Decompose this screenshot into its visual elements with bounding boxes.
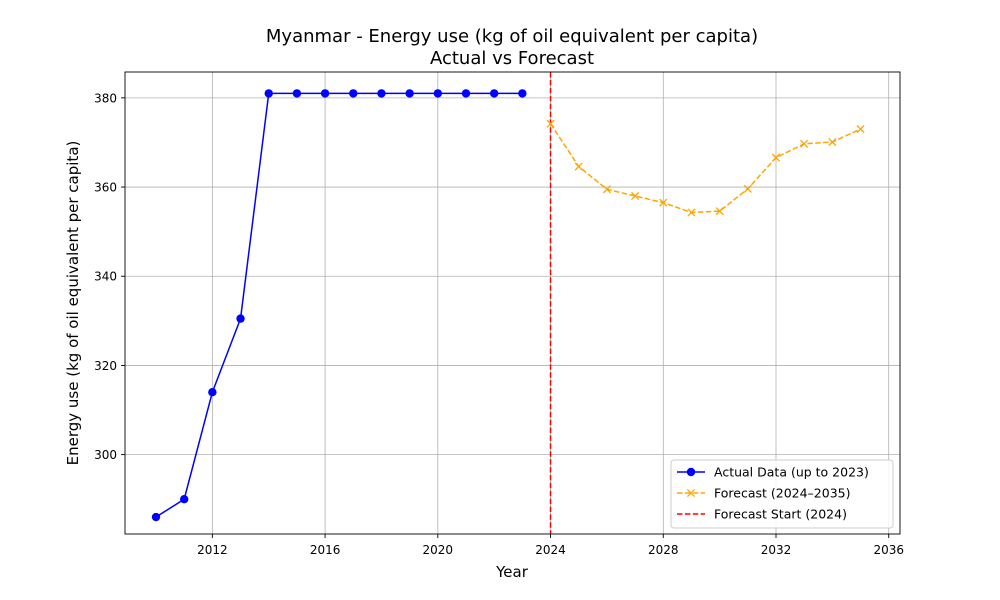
actual-data-point [236, 314, 245, 323]
x-tick-label: 2020 [423, 543, 454, 557]
y-tick-label: 360 [94, 181, 117, 195]
actual-data-point [264, 89, 273, 98]
forecast-data-point [659, 198, 668, 207]
x-tick-label: 2032 [761, 543, 792, 557]
x-tick-label: 2036 [873, 543, 904, 557]
legend-marker [686, 488, 696, 498]
forecast-data-point [856, 125, 865, 134]
legend: Actual Data (up to 2023) Forecast (2024–2… [670, 459, 894, 529]
y-tick-label: 300 [94, 448, 117, 462]
forecast-series-line [549, 123, 861, 214]
x-tick-label: 2016 [310, 543, 341, 557]
actual-data-point [489, 89, 499, 98]
y-axis-label: Energy use (kg of oil equivalent per cap… [64, 141, 82, 466]
forecast-data-point [800, 139, 809, 148]
actual-data-point [405, 89, 414, 98]
actual-data-point [151, 512, 161, 522]
x-axis-label: Year [495, 563, 529, 581]
x-tick-label: 2012 [197, 543, 228, 557]
forecast-data-point [546, 119, 555, 128]
forecast-data-point [631, 191, 640, 201]
chart-subtitle: Actual vs Forecast [430, 48, 594, 69]
plot-area [124, 71, 901, 535]
forecast-data-point [602, 185, 611, 194]
forecast-data-point [687, 208, 696, 217]
actual-data-point [377, 89, 386, 98]
actual-data-point [320, 89, 330, 98]
forecast-data-point [771, 153, 781, 162]
legend-label: Actual Data (up to 2023) [714, 465, 869, 480]
forecast-data-point [743, 184, 752, 193]
y-tick-label: 380 [94, 91, 117, 105]
grid-lines [125, 72, 900, 534]
plot-frame [124, 71, 901, 535]
actual-data-point [349, 89, 358, 98]
actual-series-line [155, 92, 523, 518]
actual-data-point [433, 89, 443, 98]
x-tick-label: 2024 [535, 543, 566, 557]
legend-box [670, 459, 894, 529]
actual-data-point [518, 89, 527, 98]
actual-data-point [179, 495, 189, 504]
legend-label: Forecast (2024–2035) [714, 486, 851, 501]
chart-title: Myanmar - Energy use (kg of oil equivale… [266, 26, 758, 47]
legend-label: Forecast Start (2024) [714, 507, 847, 522]
y-tick-label: 320 [94, 359, 117, 373]
axis-ticks: 2012 2016 2020 2024 2028 2032 2036 300 320 340 360… [94, 91, 904, 557]
x-tick-label: 2028 [648, 543, 679, 557]
forecast-data-point [828, 137, 837, 147]
forecast-data-point [574, 162, 583, 171]
actual-data-point [208, 387, 217, 397]
actual-data-point [292, 89, 302, 98]
legend-marker [686, 467, 696, 477]
actual-data-point [461, 89, 471, 98]
forecast-data-point [715, 207, 724, 216]
y-tick-label: 340 [94, 270, 117, 284]
